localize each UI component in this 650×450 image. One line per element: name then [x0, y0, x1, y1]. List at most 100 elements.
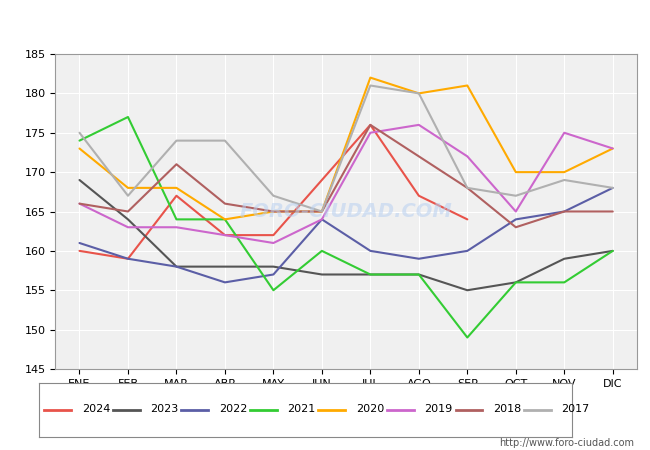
Line: 2021: 2021: [79, 117, 613, 338]
2024: [172, 193, 180, 198]
Line: 2023: 2023: [79, 180, 613, 290]
Text: 2024: 2024: [82, 405, 110, 414]
2020: [124, 185, 132, 191]
2024: [124, 256, 132, 261]
2019: [560, 130, 568, 135]
Text: 2017: 2017: [562, 405, 590, 414]
Text: Afiliados en Lladó a 30/9/2024: Afiliados en Lladó a 30/9/2024: [209, 16, 441, 31]
Text: 2020: 2020: [356, 405, 384, 414]
2019: [318, 217, 326, 222]
Text: 2021: 2021: [287, 405, 315, 414]
2017: [609, 185, 617, 191]
2018: [221, 201, 229, 206]
2020: [75, 146, 83, 151]
2018: [512, 225, 520, 230]
2019: [124, 225, 132, 230]
2017: [172, 138, 180, 143]
2021: [270, 288, 278, 293]
2023: [609, 248, 617, 254]
2023: [512, 279, 520, 285]
2021: [318, 248, 326, 254]
2019: [270, 240, 278, 246]
2018: [367, 122, 374, 128]
2017: [318, 209, 326, 214]
2024: [270, 232, 278, 238]
Line: 2019: 2019: [79, 125, 613, 243]
2024: [415, 193, 422, 198]
2023: [270, 264, 278, 269]
2023: [415, 272, 422, 277]
2017: [512, 193, 520, 198]
2021: [463, 335, 471, 340]
2023: [172, 264, 180, 269]
2022: [270, 272, 278, 277]
2018: [124, 209, 132, 214]
2022: [75, 240, 83, 246]
2022: [609, 185, 617, 191]
2018: [415, 154, 422, 159]
2023: [367, 272, 374, 277]
2020: [172, 185, 180, 191]
2022: [318, 217, 326, 222]
2021: [75, 138, 83, 143]
2018: [318, 209, 326, 214]
2019: [609, 146, 617, 151]
2019: [512, 209, 520, 214]
2024: [221, 232, 229, 238]
2024: [75, 248, 83, 254]
2020: [512, 169, 520, 175]
2019: [172, 225, 180, 230]
2018: [463, 185, 471, 191]
2020: [270, 209, 278, 214]
Text: FORO-CIUDAD.COM: FORO-CIUDAD.COM: [240, 202, 452, 221]
Line: 2017: 2017: [79, 86, 613, 212]
2020: [609, 146, 617, 151]
2020: [463, 83, 471, 88]
2017: [270, 193, 278, 198]
2021: [609, 248, 617, 254]
2022: [172, 264, 180, 269]
2018: [560, 209, 568, 214]
2021: [221, 217, 229, 222]
Text: http://www.foro-ciudad.com: http://www.foro-ciudad.com: [499, 438, 634, 448]
2018: [270, 209, 278, 214]
2017: [221, 138, 229, 143]
2022: [221, 279, 229, 285]
2018: [609, 209, 617, 214]
Line: 2022: 2022: [79, 188, 613, 283]
Text: 2023: 2023: [150, 405, 178, 414]
2021: [415, 272, 422, 277]
2020: [318, 209, 326, 214]
2019: [367, 130, 374, 135]
2020: [367, 75, 374, 80]
2017: [367, 83, 374, 88]
2022: [124, 256, 132, 261]
2021: [512, 279, 520, 285]
Text: 2018: 2018: [493, 405, 521, 414]
Line: 2018: 2018: [79, 125, 613, 227]
2020: [415, 91, 422, 96]
2023: [318, 272, 326, 277]
2022: [560, 209, 568, 214]
2017: [560, 177, 568, 183]
2017: [415, 91, 422, 96]
2024: [367, 122, 374, 128]
2023: [463, 288, 471, 293]
2023: [221, 264, 229, 269]
2022: [463, 248, 471, 254]
2021: [367, 272, 374, 277]
2018: [75, 201, 83, 206]
2022: [512, 217, 520, 222]
2019: [221, 232, 229, 238]
2017: [75, 130, 83, 135]
2021: [172, 217, 180, 222]
2023: [560, 256, 568, 261]
2024: [463, 217, 471, 222]
2021: [124, 114, 132, 120]
2023: [75, 177, 83, 183]
2020: [560, 169, 568, 175]
2018: [172, 162, 180, 167]
2019: [75, 201, 83, 206]
Line: 2024: 2024: [79, 125, 467, 259]
2022: [367, 248, 374, 254]
